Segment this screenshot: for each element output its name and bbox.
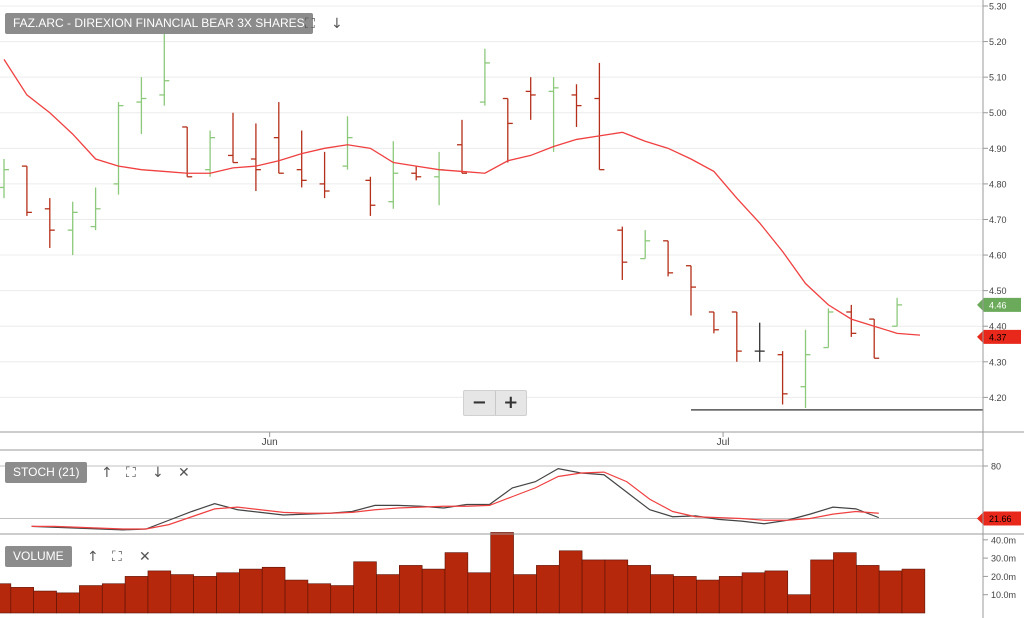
- y-tick-label: 30.0m: [991, 554, 1016, 564]
- volume-bar: [193, 576, 217, 614]
- volume-bar: [216, 572, 240, 614]
- volume-bar: [650, 574, 674, 614]
- y-tick-label: 5.20: [989, 37, 1007, 47]
- volume-bar: [10, 587, 35, 614]
- y-tick-label: 20.0m: [991, 572, 1016, 582]
- arrow-up-icon[interactable]: ↑: [87, 549, 99, 565]
- zoom-in-button[interactable]: +: [503, 392, 519, 413]
- last-price-up-flag-shape: [977, 297, 1021, 312]
- volume-bar: [33, 590, 57, 614]
- grid: [0, 5, 983, 519]
- volume-bar: [147, 570, 172, 614]
- y-tick-label: 4.30: [989, 357, 1007, 367]
- stoch-panel: 21.66: [31, 467, 1021, 531]
- close-icon[interactable]: ✕: [139, 549, 151, 565]
- volume-bar: [239, 568, 263, 614]
- y-tick-label: 5.30: [989, 2, 1007, 12]
- stoch-d-line: [31, 471, 879, 530]
- volume-bar: [398, 565, 423, 614]
- y-tick-label: 40.0m: [991, 535, 1016, 545]
- last-price-up-flag: 4.46: [977, 297, 1021, 312]
- zoom-out-button[interactable]: −: [471, 392, 487, 413]
- volume-bar: [284, 579, 309, 614]
- volume-bar: [536, 565, 560, 614]
- volume-bar: [376, 574, 400, 614]
- volume-bar: [444, 552, 469, 614]
- volume-bar: [810, 559, 834, 614]
- stoch-panel-title[interactable]: STOCH (21): [5, 462, 88, 483]
- y-tick-label: 4.40: [989, 322, 1007, 332]
- y-tick-label: 4.70: [989, 215, 1007, 225]
- volume-bar: [901, 568, 926, 614]
- arrow-down-icon[interactable]: ↓: [331, 16, 343, 32]
- arrow-up-icon[interactable]: ↑: [101, 465, 113, 481]
- volume-bar: [330, 585, 354, 614]
- zoom-separator: [494, 391, 496, 415]
- volume-bar: [833, 552, 857, 614]
- volume-bar: [878, 570, 903, 614]
- volume-bar: [604, 559, 629, 614]
- volume-bar: [56, 592, 80, 614]
- last-price-down-flag-shape: [977, 329, 1021, 344]
- volume-panel: [0, 532, 926, 614]
- stoch-value-flag: 21.66: [977, 511, 1021, 526]
- y-tick-label: 10.0m: [991, 590, 1016, 600]
- volume-bar: [467, 572, 492, 614]
- y-tick-label: 5.00: [989, 108, 1007, 118]
- y-tick-label: 4.80: [989, 179, 1007, 189]
- y-tick-label: 4.60: [989, 251, 1007, 261]
- volume-panel-title[interactable]: VOLUME: [5, 546, 72, 567]
- y-tick-label: 4.90: [989, 144, 1007, 154]
- volume-bar: [421, 568, 446, 614]
- x-tick-label: Jun: [262, 437, 278, 448]
- volume-bar: [787, 594, 811, 614]
- volume-bar: [764, 570, 789, 614]
- volume-bar: [307, 583, 332, 614]
- volume-bar: [170, 574, 194, 614]
- volume-bar: [627, 565, 651, 614]
- stoch-value-flag-label: 21.66: [989, 514, 1012, 524]
- volume-bar: [673, 576, 697, 614]
- volume-bar: [0, 583, 12, 614]
- stoch-value-flag-shape: [977, 511, 1021, 526]
- last-price-down-flag-label: 4.37: [989, 332, 1007, 342]
- zoom-control: − +: [463, 390, 527, 416]
- y-tick-label: 4.50: [989, 286, 1007, 296]
- volume-bar: [79, 585, 103, 614]
- volume-bar: [124, 576, 149, 614]
- price-panel-title[interactable]: FAZ.ARC - DIREXION FINANCIAL BEAR 3X SHA…: [5, 13, 313, 34]
- volume-bar: [513, 574, 537, 614]
- volume-bar: [718, 576, 743, 614]
- close-icon[interactable]: ✕: [178, 465, 190, 481]
- expand-icon[interactable]: ⛶: [112, 549, 122, 565]
- volume-bar: [101, 583, 126, 614]
- volume-bar: [490, 532, 514, 614]
- volume-bar: [261, 566, 286, 614]
- y-tick-label: 5.10: [989, 73, 1007, 83]
- volume-bar: [353, 561, 377, 614]
- last-price-down-flag: 4.37: [977, 329, 1021, 344]
- y-tick-label: 4.20: [989, 393, 1007, 403]
- y-tick-label: 80: [991, 462, 1001, 472]
- arrow-down-icon[interactable]: ↓: [152, 465, 164, 481]
- moving-average-line: [3, 59, 921, 336]
- expand-icon[interactable]: ⛶: [305, 16, 315, 32]
- volume-bar: [741, 572, 766, 614]
- x-tick-label: Jul: [717, 437, 730, 448]
- price-panel: 4.46 4.37: [0, 30, 1021, 411]
- volume-bar: [581, 559, 606, 614]
- volume-bar: [558, 550, 583, 614]
- volume-bar: [696, 579, 720, 614]
- volume-bar: [855, 565, 880, 614]
- expand-icon[interactable]: ⛶: [126, 465, 136, 481]
- last-price-up-flag-label: 4.46: [989, 300, 1007, 310]
